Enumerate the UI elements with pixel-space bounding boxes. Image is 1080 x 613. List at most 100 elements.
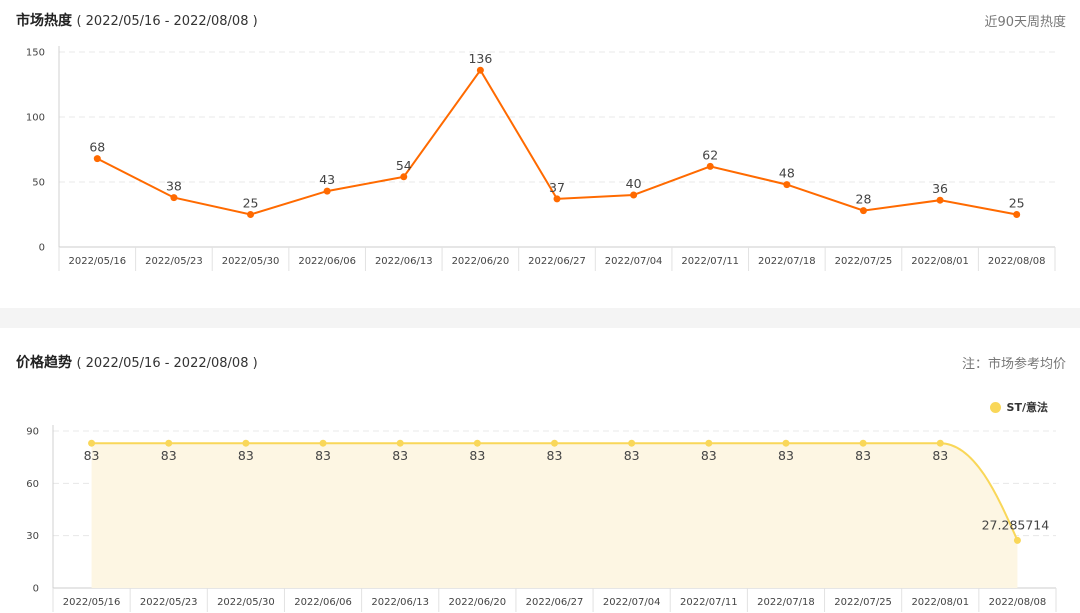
data-point (165, 439, 173, 447)
x-tick-label: 2022/06/27 (528, 256, 586, 267)
x-tick-label: 2022/07/18 (758, 256, 816, 267)
price-chart: 0 30 60 90 2022/05/16 2022/05/23 2022/05/30 202… (26, 425, 1057, 612)
data-label: 83 (238, 448, 254, 463)
data-point (1013, 211, 1021, 218)
market-heat-panel: 市场热度 ( 2022/05/16 - 2022/08/08 ) 近90天周热度… (16, 10, 1066, 271)
x-tick-label: 2022/07/25 (835, 256, 893, 267)
data-point (323, 187, 331, 195)
y-tick-label: 100 (26, 113, 45, 124)
legend-dot-icon (989, 401, 1001, 413)
data-point (551, 439, 558, 447)
data-point (630, 191, 638, 199)
data-point (93, 155, 101, 163)
y-tick-label: 0 (33, 584, 39, 595)
price-trend-panel: 价格趋势 ( 2022/05/16 - 2022/08/08 ) 注：市场参考均… (0, 328, 1080, 613)
x-tick-label: 2022/06/06 (294, 597, 352, 608)
data-point (783, 181, 791, 189)
price-legend[interactable]: ST/意法 (989, 399, 1048, 415)
data-point (476, 66, 484, 74)
data-label: 83 (778, 448, 794, 463)
heat-title: 市场热度 (16, 13, 72, 29)
x-tick-label: 2022/07/18 (757, 597, 815, 608)
data-label: 83 (701, 448, 717, 463)
data-point (473, 439, 481, 447)
y-tick-label: 50 (32, 178, 45, 189)
x-tick-label: 2022/05/23 (145, 256, 203, 267)
x-tick-label: 2022/08/01 (911, 256, 969, 267)
x-tick-label: 2022/07/04 (603, 597, 661, 608)
y-tick-label: 150 (26, 48, 45, 59)
legend-label: ST/意法 (1006, 401, 1048, 414)
price-title-row: 价格趋势 ( 2022/05/16 - 2022/08/08 ) (16, 352, 258, 372)
x-tick-label: 2022/06/20 (452, 256, 510, 267)
x-tick-label: 2022/06/20 (449, 597, 507, 608)
data-label: 136 (468, 51, 492, 66)
data-label: 83 (469, 448, 485, 463)
data-point (628, 439, 636, 447)
data-point (553, 195, 561, 203)
heat-title-row: 市场热度 ( 2022/05/16 - 2022/08/08 ) (16, 10, 258, 30)
y-tick-label: 90 (26, 427, 39, 438)
data-point (170, 194, 178, 202)
data-label: 43 (319, 172, 335, 187)
x-tick-label: 2022/06/13 (375, 256, 433, 267)
data-point (859, 207, 867, 215)
x-tick-label: 2022/08/01 (911, 597, 969, 608)
data-label: 38 (166, 179, 182, 194)
heat-chart: 0 50 100 150 2022/05/16 2022/05/23 2022/05/30 2… (26, 46, 1056, 271)
data-point (859, 439, 867, 447)
data-label: 27.285714 (982, 517, 1050, 532)
data-label: 40 (626, 176, 642, 191)
x-tick-label: 2022/08/08 (988, 256, 1046, 267)
data-point (319, 439, 327, 447)
x-tick-label: 2022/07/11 (681, 256, 739, 267)
x-tick-label: 2022/07/11 (680, 597, 738, 608)
series-area (91, 443, 1018, 588)
price-date-range: ( 2022/05/16 - 2022/08/08 ) (76, 356, 258, 371)
x-tick-label: 2022/05/16 (68, 256, 126, 267)
x-tick-label: 2022/06/06 (298, 256, 356, 267)
data-point (936, 196, 944, 204)
data-point (706, 162, 714, 170)
x-tick-label: 2022/05/30 (222, 256, 280, 267)
heat-date-range: ( 2022/05/16 - 2022/08/08 ) (76, 14, 258, 29)
data-label: 83 (547, 448, 563, 463)
x-tick-label: 2022/07/25 (834, 597, 892, 608)
price-title: 价格趋势 (16, 355, 72, 371)
data-label: 83 (624, 448, 640, 463)
x-tick-label: 2022/07/04 (605, 256, 663, 267)
x-tick-label: 2022/08/08 (989, 597, 1047, 608)
data-label: 83 (84, 448, 100, 463)
data-label: 54 (396, 158, 412, 173)
data-label: 83 (932, 448, 948, 463)
data-label: 83 (161, 448, 177, 463)
y-tick-label: 0 (39, 243, 45, 254)
data-label: 83 (315, 448, 331, 463)
data-point (705, 439, 713, 447)
series-line (91, 442, 1019, 541)
panel-divider (0, 308, 1080, 328)
heat-note: 近90天周热度 (984, 15, 1066, 30)
data-point (1013, 536, 1021, 544)
y-tick-label: 30 (26, 531, 39, 542)
data-label: 83 (855, 448, 871, 463)
data-label: 25 (1009, 196, 1025, 211)
y-tick-label: 60 (26, 479, 39, 490)
data-label: 68 (89, 140, 105, 155)
data-point (782, 439, 790, 447)
data-label: 37 (549, 180, 565, 195)
data-point (400, 173, 408, 181)
data-point (247, 211, 255, 218)
data-label: 28 (856, 192, 872, 207)
data-label: 62 (702, 147, 718, 162)
data-label: 36 (932, 181, 948, 196)
x-tick-label: 2022/05/30 (217, 597, 275, 608)
data-label: 25 (243, 196, 259, 211)
data-point (396, 439, 404, 447)
data-label: 83 (392, 448, 408, 463)
data-label: 48 (779, 166, 795, 181)
price-note: 注：市场参考均价 (961, 357, 1066, 372)
x-tick-label: 2022/06/13 (371, 597, 429, 608)
data-point (88, 439, 96, 447)
x-tick-label: 2022/05/23 (140, 597, 198, 608)
